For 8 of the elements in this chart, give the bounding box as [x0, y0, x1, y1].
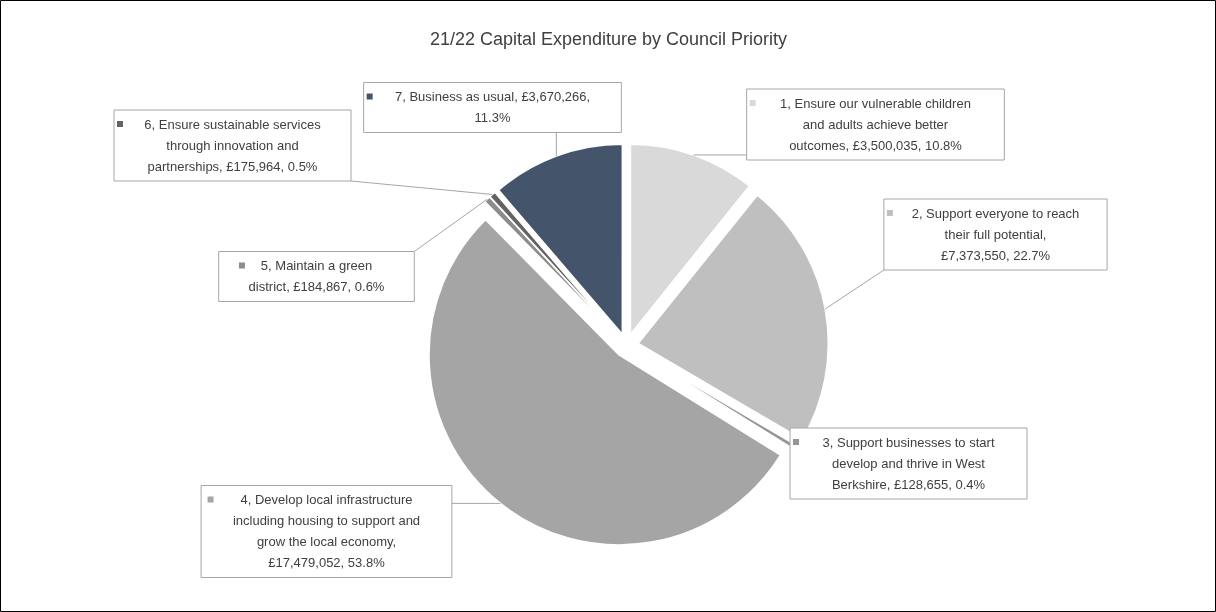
legend-label: 2, Support everyone to reach their full potential, £7,373,550, 22.7%: [911, 205, 1080, 263]
legend-label: 7, Business as usual, £3,670,266, 11.3%: [394, 89, 591, 125]
legend-label: 4, Develop local infrastructure including housing to support and grow the local economy, £17,479,052, 53.8%: [232, 492, 421, 570]
legend-label: 6, Ensure sustainable services through innovation and partnerships, £175,964, 0.5%: [144, 116, 322, 174]
chart-title: 21/22 Capital Expenditure by Council Priority: [429, 28, 788, 49]
legend-label: 1, Ensure our vulnerable children and adults achieve better outcomes, £3,500,035, 10.8%: [780, 95, 971, 153]
legend-label: 5, Maintain a green district, £184,867, 0.6%: [248, 258, 385, 294]
legend-label: 3, Support businesses to start develop and thrive in West Berkshire, £128,655, 0.4%: [822, 434, 995, 492]
